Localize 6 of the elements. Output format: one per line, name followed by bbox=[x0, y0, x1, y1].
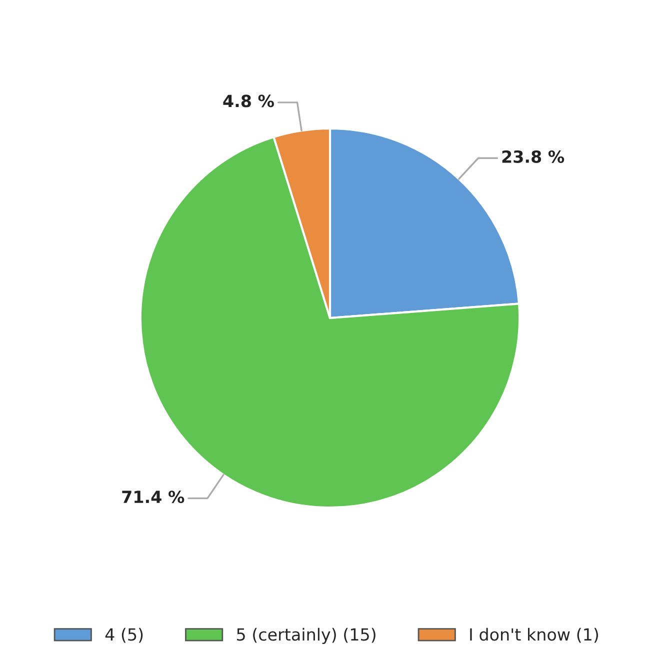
legend-label: 5 (certainly) (15) bbox=[237, 628, 376, 644]
data-label: 71.4 % bbox=[122, 490, 184, 504]
data-label: 4.8 % bbox=[223, 94, 274, 108]
legend-label: 4 (5) bbox=[105, 628, 143, 643]
data-label: 23.8 % bbox=[502, 150, 564, 163]
legend-label: I don't know (1) bbox=[470, 628, 598, 643]
